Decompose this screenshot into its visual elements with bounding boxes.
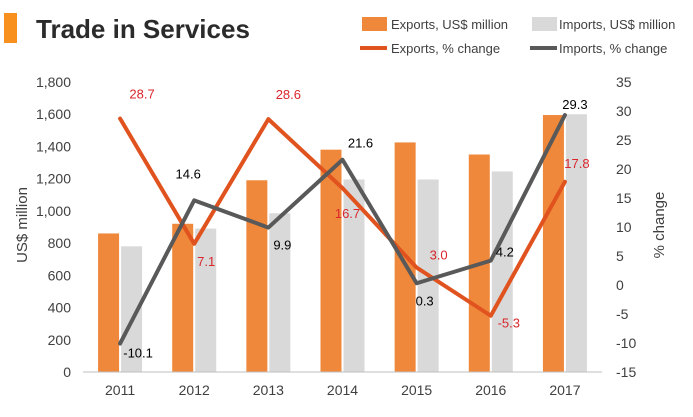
y-right-tick-label: -15	[616, 364, 636, 380]
x-tick-label-2013: 2013	[253, 382, 284, 398]
y-left-tick-label: 400	[48, 300, 72, 316]
exports-change-label-2016: -5.3	[498, 316, 520, 331]
y-left-tick-label: 600	[48, 267, 72, 283]
y-right-tick-label: 0	[616, 277, 624, 293]
imports-change-label-2015: 0.3	[416, 293, 434, 308]
legend-label-exports-bar: Exports, US$ million	[391, 17, 508, 32]
y-left-tick-label: 800	[48, 235, 72, 251]
imports-bar-2014	[343, 179, 365, 372]
y-left-tick-label: 0	[63, 364, 71, 380]
imports-bar-2016	[491, 171, 513, 372]
exports-bar-2017	[542, 115, 564, 373]
x-tick-label-2011: 2011	[105, 382, 135, 398]
y-left-tick-label: 200	[48, 332, 72, 348]
exports-change-label-2017: 17.8	[564, 156, 589, 171]
legend: Exports, US$ million Imports, US$ millio…	[360, 17, 675, 56]
data-labels-layer: 28.7 7.1 28.6 16.7 3.0 -5.3 17.8 -10.1 14.6 9.9 21…	[123, 87, 589, 361]
title-accent-bar	[4, 13, 17, 43]
chart-title: Trade in Services	[36, 14, 250, 44]
y-axis-left-title: US$ million	[14, 187, 31, 263]
x-tick-label-2014: 2014	[327, 382, 358, 398]
imports-change-label-2017: 29.3	[562, 97, 587, 112]
y-left-tick-label: 1,400	[36, 138, 71, 154]
exports-bar-2011	[98, 233, 120, 372]
legend-label-exports-line: Exports, % change	[391, 41, 500, 56]
exports-bar-2012	[172, 223, 194, 372]
y-right-tick-label: -5	[616, 306, 629, 322]
legend-swatch-exports-bar	[362, 17, 387, 31]
x-tick-label-2012: 2012	[179, 382, 210, 398]
axes-layer: 2011 2012 2013 2014 2015 2016 2017020040060080…	[36, 74, 636, 398]
exports-bar-2014	[320, 149, 342, 372]
imports-change-label-2013: 9.9	[273, 238, 291, 253]
x-tick-label-2016: 2016	[475, 382, 506, 398]
exports-change-label-2013: 28.6	[276, 87, 301, 102]
imports-change-line	[118, 113, 567, 346]
y-axis-right-title: % change	[651, 192, 668, 259]
imports-bar-2012	[195, 228, 217, 372]
exports-change-label-2014: 16.7	[335, 206, 360, 221]
imports-bar-2017	[565, 114, 587, 372]
y-right-tick-label: 25	[616, 132, 632, 148]
imports-bar-2013	[269, 213, 291, 372]
y-right-tick-label: -10	[616, 335, 636, 351]
y-right-tick-label: 35	[616, 74, 632, 90]
exports-change-label-2011: 28.7	[129, 87, 154, 102]
y-left-tick-label: 1,600	[36, 106, 71, 122]
exports-change-label-2015: 3.0	[430, 248, 448, 263]
y-left-tick-label: 1,000	[36, 203, 71, 219]
exports-change-label-2012: 7.1	[197, 254, 215, 269]
imports-change-label-2012: 14.6	[176, 166, 201, 181]
y-left-tick-label: 1,200	[36, 171, 71, 187]
imports-bar-2011	[121, 246, 143, 372]
exports-change-line	[118, 116, 567, 318]
imports-change-label-2016: 4.2	[496, 245, 514, 260]
y-left-tick-label: 1,800	[36, 74, 71, 90]
lines-layer	[118, 113, 567, 346]
legend-label-imports-bar: Imports, US$ million	[559, 17, 675, 32]
legend-label-imports-line: Imports, % change	[559, 41, 667, 56]
imports-change-label-2014: 21.6	[348, 136, 373, 151]
exports-bar-2013	[246, 180, 268, 372]
imports-change-label-2011: -10.1	[123, 346, 153, 361]
y-right-tick-label: 20	[616, 161, 632, 177]
y-right-tick-label: 5	[616, 248, 624, 264]
y-right-tick-label: 15	[616, 190, 632, 206]
y-right-tick-label: 30	[616, 103, 632, 119]
x-tick-label-2017: 2017	[549, 382, 580, 398]
legend-swatch-imports-bar	[532, 17, 557, 31]
x-tick-label-2015: 2015	[401, 382, 432, 398]
y-right-tick-label: 10	[616, 219, 632, 235]
